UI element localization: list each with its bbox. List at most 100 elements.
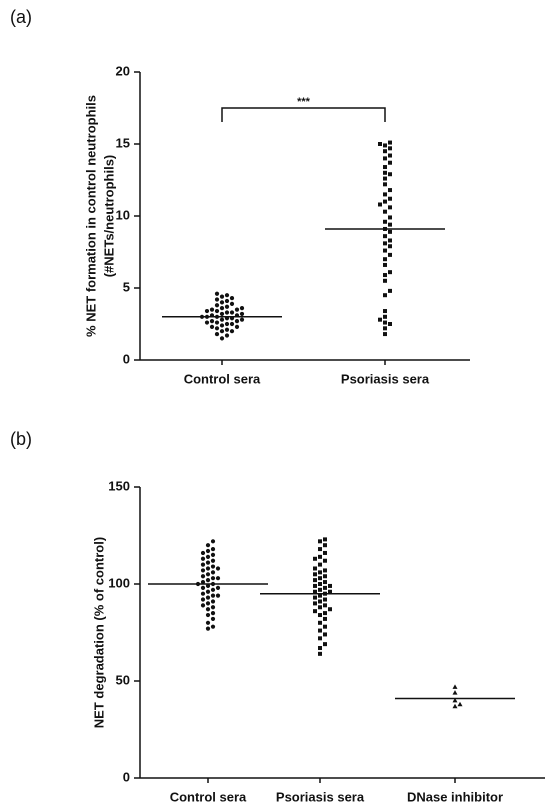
data-point: [313, 578, 317, 583]
data-point: [383, 320, 387, 325]
data-point: [313, 556, 317, 561]
data-point: [323, 611, 327, 616]
data-point: [200, 562, 206, 567]
data-point: [383, 332, 387, 337]
data-point: [452, 697, 458, 703]
significance-bracket: [221, 107, 386, 122]
data-point: [383, 165, 387, 170]
data-point: [388, 244, 392, 249]
data-point: [383, 149, 387, 154]
data-point: [224, 327, 230, 332]
data-point: [209, 319, 215, 324]
data-point: [383, 278, 387, 283]
data-point: [383, 219, 387, 224]
data-point: [205, 620, 211, 625]
data-point: [214, 303, 220, 308]
data-point: [383, 314, 387, 319]
data-point: [388, 188, 392, 193]
data-point: [204, 320, 210, 325]
data-point: [318, 539, 322, 544]
data-point: [383, 192, 387, 197]
data-point: [239, 317, 245, 322]
data-point: [214, 297, 220, 302]
data-point: [323, 642, 327, 647]
y-tick-label: 15: [116, 135, 130, 150]
data-point: [219, 306, 225, 311]
data-point: [388, 196, 392, 201]
data-point: [318, 651, 322, 656]
y-tick-label: 10: [116, 207, 130, 222]
data-point: [388, 140, 392, 145]
data-point: [323, 550, 327, 555]
y-axis-label: % NET formation in control neutrophils: [83, 95, 98, 337]
data-point: [205, 548, 211, 554]
data-point: [383, 199, 387, 204]
data-point: [239, 306, 245, 311]
data-point: [200, 597, 206, 602]
data-point: [383, 257, 387, 262]
data-point: [229, 310, 235, 315]
data-point: [224, 304, 230, 309]
data-point: [210, 552, 216, 558]
data-point: [205, 566, 211, 571]
y-axis-label: (#NETs/neutrophils): [101, 155, 116, 278]
significance-label: ***: [297, 96, 311, 108]
data-point: [383, 293, 387, 298]
data-point: [234, 307, 240, 312]
data-point: [323, 574, 327, 579]
data-point: [200, 568, 206, 573]
data-point: [383, 262, 387, 267]
y-tick-label: 0: [123, 769, 130, 784]
data-point: [214, 308, 220, 314]
data-point: [388, 252, 392, 257]
data-point: [452, 690, 458, 695]
x-tick-label: Control sera: [170, 789, 247, 803]
data-point: [383, 170, 387, 175]
data-point: [210, 576, 216, 581]
data-point: [388, 222, 392, 227]
data-point: [383, 143, 387, 148]
x-tick-label: Psoriasis sera: [341, 371, 430, 386]
data-point: [219, 317, 225, 322]
data-point: [313, 609, 317, 614]
data-point: [388, 215, 392, 220]
data-point: [234, 319, 240, 324]
data-point: [313, 566, 317, 571]
data-point: [210, 564, 216, 569]
data-point: [318, 605, 322, 610]
data-point: [200, 585, 206, 590]
data-point: [318, 582, 322, 586]
data-point: [219, 336, 225, 341]
data-point: [323, 580, 327, 585]
data-point: [229, 301, 235, 306]
data-point: [318, 613, 322, 618]
y-axis-label: NET degradation (% of control): [91, 537, 106, 728]
panel-label: (a): [10, 7, 32, 27]
data-point: [200, 550, 206, 556]
data-point: [210, 546, 216, 552]
data-point: [210, 605, 216, 610]
data-point: [205, 589, 211, 594]
data-point: [214, 320, 220, 325]
data-point: [219, 311, 225, 317]
data-point: [318, 587, 322, 592]
data-point: [388, 322, 392, 326]
data-point: [313, 601, 317, 606]
data-point: [210, 570, 216, 575]
data-point: [205, 601, 211, 606]
data-point: [318, 620, 322, 625]
data-point: [229, 295, 235, 301]
y-tick-label: 0: [123, 351, 130, 366]
data-point: [210, 611, 216, 616]
data-point: [229, 329, 235, 334]
data-point: [383, 182, 387, 187]
data-point: [200, 556, 206, 561]
data-point: [205, 560, 211, 565]
data-point: [318, 547, 322, 552]
data-point: [388, 229, 392, 234]
data-point: [383, 326, 387, 331]
data-point: [210, 539, 216, 544]
data-point: [205, 543, 211, 548]
data-point: [457, 701, 463, 707]
